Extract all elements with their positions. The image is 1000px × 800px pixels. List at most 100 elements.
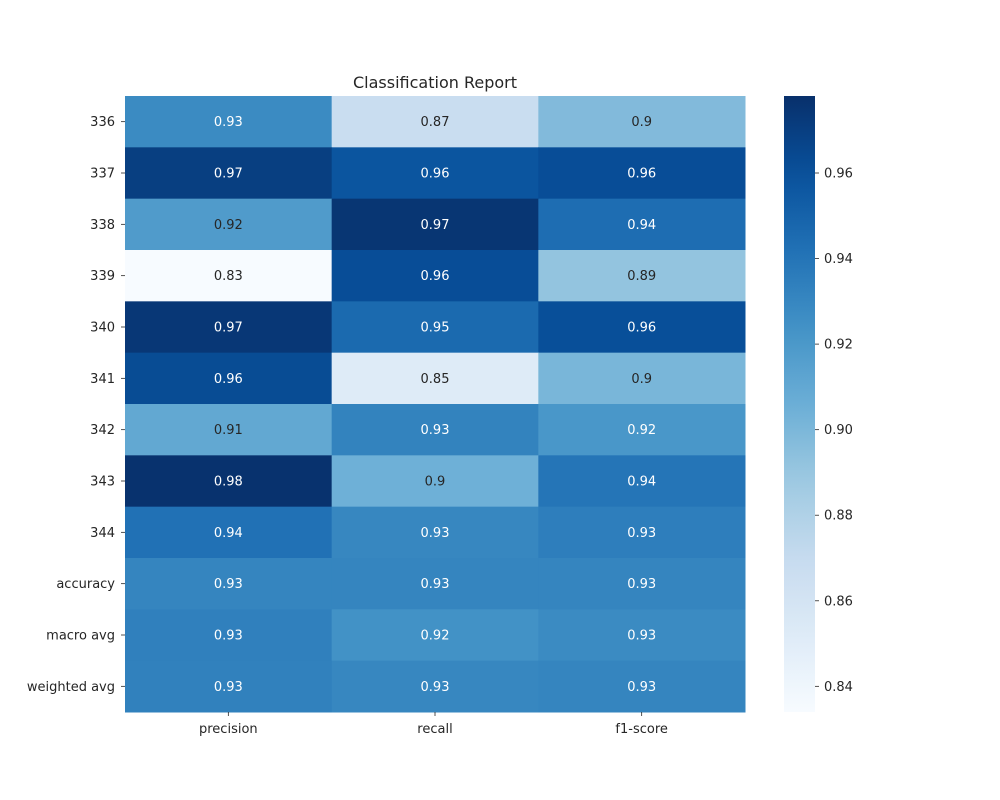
y-tick-label: accuracy bbox=[56, 577, 115, 592]
y-tick-label: weighted avg bbox=[27, 680, 115, 695]
cell-annotation: 0.93 bbox=[214, 680, 243, 695]
heatmap-cell bbox=[331, 198, 539, 251]
cell-annotation: 0.95 bbox=[421, 321, 450, 336]
heatmap-cell bbox=[125, 506, 333, 559]
cell-annotation: 0.87 bbox=[421, 115, 450, 130]
heatmap-cell bbox=[125, 455, 333, 508]
colorbar-tick-label: 0.90 bbox=[824, 423, 853, 438]
colorbar-tick-label: 0.96 bbox=[824, 167, 853, 182]
x-tick-label: recall bbox=[417, 722, 452, 737]
cell-annotation: 0.92 bbox=[421, 629, 450, 644]
heatmap-cell bbox=[331, 506, 539, 559]
heatmap-cell bbox=[538, 609, 746, 662]
cell-annotation: 0.96 bbox=[421, 269, 450, 284]
heatmap-cell bbox=[331, 96, 539, 148]
cell-annotation: 0.96 bbox=[627, 167, 656, 182]
heatmap-cell bbox=[331, 558, 539, 610]
colorbar-tick-label: 0.92 bbox=[824, 338, 853, 353]
heatmap-cell bbox=[538, 352, 746, 405]
heatmap-cell bbox=[538, 404, 746, 456]
heatmap-cell bbox=[331, 609, 539, 662]
heatmap-cell bbox=[125, 147, 333, 200]
colorbar: 0.84 0.86 0.88 0.90 0.92 0.94 0.96 bbox=[784, 96, 853, 712]
chart-title: Classification Report bbox=[353, 73, 517, 92]
cell-annotation: 0.93 bbox=[214, 577, 243, 592]
heatmap-cell bbox=[538, 198, 746, 251]
heatmap-cell bbox=[538, 660, 746, 713]
x-tick-label: precision bbox=[199, 722, 258, 737]
heatmap-cells: 0.93 0.87 0.9 0.97 0.96 0.96 0.92 0.97 0.94 0.83 0… bbox=[125, 96, 746, 713]
cell-annotation: 0.91 bbox=[214, 423, 243, 438]
colorbar-tick-label: 0.84 bbox=[824, 680, 853, 695]
colorbar-gradient bbox=[784, 96, 815, 712]
cell-annotation: 0.97 bbox=[214, 167, 243, 182]
heatmap-cell bbox=[538, 558, 746, 610]
y-tick-label: 336 bbox=[90, 115, 115, 130]
heatmap-cell bbox=[125, 660, 333, 713]
heatmap-cell bbox=[125, 96, 333, 148]
y-tick-label: 342 bbox=[90, 423, 115, 438]
heatmap-cell bbox=[125, 198, 333, 251]
heatmap-cell bbox=[125, 609, 333, 662]
cell-annotation: 0.94 bbox=[214, 526, 243, 541]
cell-annotation: 0.96 bbox=[421, 167, 450, 182]
cell-annotation: 0.9 bbox=[631, 115, 652, 130]
cell-annotation: 0.94 bbox=[627, 218, 656, 233]
cell-annotation: 0.93 bbox=[627, 577, 656, 592]
heatmap-cell bbox=[125, 250, 333, 302]
heatmap-cell bbox=[538, 455, 746, 508]
y-tick-label: 337 bbox=[90, 167, 115, 182]
heatmap-cell bbox=[331, 301, 539, 354]
heatmap-cell bbox=[538, 96, 746, 148]
cell-annotation: 0.97 bbox=[421, 218, 450, 233]
heatmap-cell bbox=[331, 660, 539, 713]
cell-annotation: 0.93 bbox=[627, 629, 656, 644]
cell-annotation: 0.97 bbox=[214, 321, 243, 336]
cell-annotation: 0.93 bbox=[421, 577, 450, 592]
cell-annotation: 0.9 bbox=[425, 475, 446, 490]
heatmap-cell bbox=[331, 352, 539, 405]
cell-annotation: 0.89 bbox=[627, 269, 656, 284]
heatmap-cell bbox=[125, 301, 333, 354]
x-tick-label: f1-score bbox=[615, 722, 667, 737]
y-tick-label: 344 bbox=[90, 526, 115, 541]
cell-annotation: 0.96 bbox=[214, 372, 243, 387]
x-axis: precision recall f1-score bbox=[199, 712, 668, 737]
y-tick-label: 343 bbox=[90, 475, 115, 490]
cell-annotation: 0.98 bbox=[214, 475, 243, 490]
heatmap-cell bbox=[331, 455, 539, 508]
heatmap-cell bbox=[125, 404, 333, 456]
heatmap-cell bbox=[538, 301, 746, 354]
colorbar-tick-label: 0.94 bbox=[824, 252, 853, 267]
cell-annotation: 0.92 bbox=[627, 423, 656, 438]
heatmap-cell bbox=[538, 506, 746, 559]
cell-annotation: 0.93 bbox=[214, 115, 243, 130]
y-tick-label: macro avg bbox=[46, 629, 115, 644]
cell-annotation: 0.93 bbox=[627, 680, 656, 695]
heatmap-cell bbox=[538, 250, 746, 302]
cell-annotation: 0.96 bbox=[627, 321, 656, 336]
heatmap-cell bbox=[331, 250, 539, 302]
colorbar-tick-label: 0.86 bbox=[824, 594, 853, 609]
cell-annotation: 0.9 bbox=[631, 372, 652, 387]
cell-annotation: 0.93 bbox=[627, 526, 656, 541]
heatmap-cell bbox=[331, 404, 539, 456]
cell-annotation: 0.94 bbox=[627, 475, 656, 490]
colorbar-tick-label: 0.88 bbox=[824, 509, 853, 524]
cell-annotation: 0.93 bbox=[421, 423, 450, 438]
cell-annotation: 0.85 bbox=[421, 372, 450, 387]
heatmap-cell bbox=[125, 352, 333, 405]
y-tick-label: 338 bbox=[90, 218, 115, 233]
cell-annotation: 0.83 bbox=[214, 269, 243, 284]
cell-annotation: 0.93 bbox=[421, 680, 450, 695]
heatmap-cell bbox=[538, 147, 746, 200]
heatmap-cell bbox=[331, 147, 539, 200]
cell-annotation: 0.93 bbox=[214, 629, 243, 644]
y-tick-label: 340 bbox=[90, 321, 115, 336]
y-tick-label: 339 bbox=[90, 269, 115, 284]
cell-annotation: 0.93 bbox=[421, 526, 450, 541]
heatmap-cell bbox=[125, 558, 333, 610]
cell-annotation: 0.92 bbox=[214, 218, 243, 233]
